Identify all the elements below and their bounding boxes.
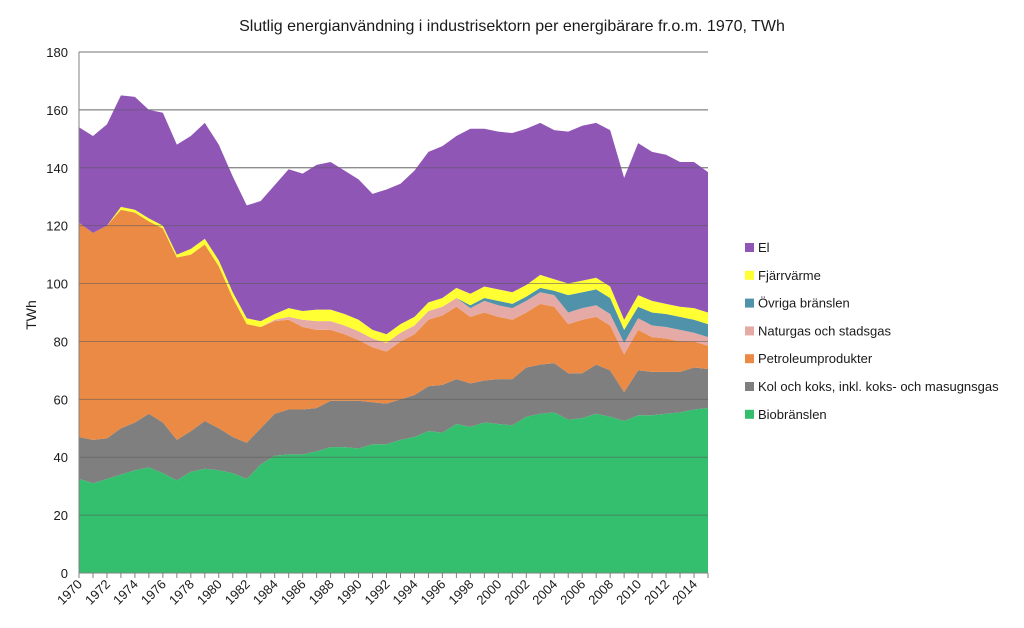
y-tick-label: 40 [54, 450, 68, 465]
x-tick-label: 2012 [641, 577, 672, 608]
x-tick-label: 1988 [306, 577, 337, 608]
x-tick-label: 2010 [613, 577, 644, 608]
area-el [79, 95, 708, 335]
legend-label: Kol och koks, inkl. koks- och masugnsgas [758, 379, 999, 394]
x-tick-label: 1970 [54, 577, 85, 608]
legend-swatch [745, 409, 754, 419]
x-tick-label: 1994 [390, 577, 421, 608]
legend-swatch [745, 326, 754, 336]
x-tick-label: 2014 [669, 577, 700, 608]
x-tick-label: 1982 [222, 577, 253, 608]
x-tick-label: 2004 [529, 577, 560, 608]
x-tick-labels: 1970197219741976197819801982198419861988… [54, 577, 700, 608]
y-tick-label: 180 [46, 45, 68, 60]
x-tick-label: 1992 [362, 577, 393, 608]
y-tick-labels: 0 20 40 60 80 100 120 140 160 180 [46, 45, 68, 581]
area-biobränslen [79, 408, 708, 573]
legend-label: Petroleumprodukter [758, 351, 873, 366]
legend-swatch [745, 354, 754, 364]
y-tick-label: 20 [54, 508, 68, 523]
area-series [79, 51, 708, 573]
legend-swatch [745, 243, 754, 252]
x-tick-label: 1974 [110, 577, 141, 608]
legend-label: Övriga bränslen [758, 296, 850, 311]
legend-label: Fjärrvärme [758, 268, 821, 283]
legend-label: El [758, 240, 770, 255]
area-kol-och-koks-inkl-koks-och-masugnsgas [79, 363, 708, 484]
y-axis-label: TWh [23, 300, 39, 330]
x-tick-label: 1984 [250, 577, 281, 608]
y-tick-label: 80 [54, 334, 68, 349]
axes [78, 52, 709, 578]
area-petroleumprodukter [79, 209, 708, 443]
y-tick-label: 100 [46, 277, 68, 292]
legend-swatch [745, 298, 754, 308]
x-tick-label: 1996 [417, 577, 448, 608]
x-tick-label: 2008 [585, 577, 616, 608]
x-tick-label: 1990 [334, 577, 365, 608]
x-tick-label: 2006 [557, 577, 588, 608]
x-tick-label: 2002 [501, 577, 532, 608]
x-tick-label: 2000 [473, 577, 504, 608]
legend-label: Biobränslen [758, 407, 827, 422]
y-tick-label: 60 [54, 392, 68, 407]
chart-title: Slutlig energianvändning i industrisekto… [239, 18, 785, 35]
y-tick-label: 0 [61, 566, 68, 581]
x-tick-label: 1986 [278, 577, 309, 608]
y-tick-label: 160 [46, 103, 68, 118]
legend-swatch [745, 382, 754, 391]
y-tick-label: 140 [46, 161, 68, 176]
legend: El Fjärrvärme Övriga bränslen Naturgas och … [745, 240, 999, 422]
legend-swatch [745, 270, 754, 280]
x-tick-label: 1978 [166, 577, 197, 608]
x-tick-label: 1998 [445, 577, 476, 608]
legend-label: Naturgas och stadsgas [758, 323, 891, 338]
x-tick-label: 1980 [194, 577, 225, 608]
x-tick-label: 1972 [82, 577, 113, 608]
y-tick-label: 120 [46, 219, 68, 234]
x-tick-label: 1976 [138, 577, 169, 608]
